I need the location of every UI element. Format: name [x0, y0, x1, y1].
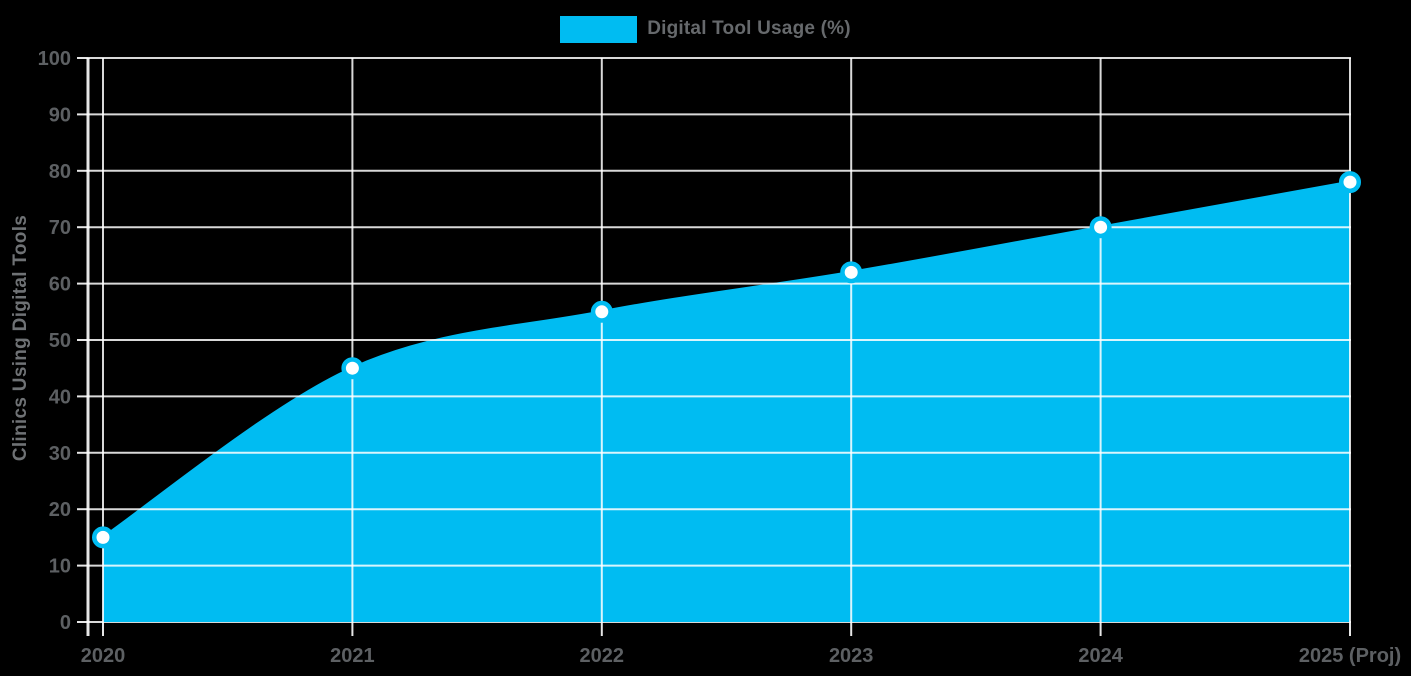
x-tick-label: 2024	[1078, 645, 1123, 667]
y-tick-label: 50	[49, 330, 71, 352]
y-tick-label: 0	[60, 612, 71, 634]
x-tick-label: 2023	[829, 645, 874, 667]
y-tick-label: 10	[49, 556, 71, 578]
x-tick-label: 2020	[81, 645, 126, 667]
y-tick-label: 90	[49, 104, 71, 126]
y-tick-label: 70	[49, 217, 71, 239]
x-tick-label: 2022	[580, 645, 625, 667]
y-tick-label: 100	[38, 48, 71, 70]
y-tick-label: 80	[49, 161, 71, 183]
data-point-marker[interactable]	[92, 526, 114, 549]
data-point-marker[interactable]	[1089, 216, 1112, 239]
x-tick-label: 2025 (Proj)	[1299, 645, 1401, 667]
y-axis-title: Clinics Using Digital Tools	[10, 214, 31, 462]
x-tick-label: 2021	[330, 645, 375, 667]
y-tick-label: 40	[49, 386, 71, 408]
y-tick-label: 30	[49, 443, 71, 465]
y-tick-label: 20	[49, 499, 71, 521]
y-tick-label: 60	[49, 274, 71, 296]
legend-label: Digital Tool Usage (%)	[647, 18, 851, 39]
data-point-marker[interactable]	[840, 261, 863, 284]
area-fill	[103, 182, 1350, 622]
data-point-marker[interactable]	[1339, 171, 1361, 194]
data-point-marker[interactable]	[341, 357, 364, 380]
data-point-marker[interactable]	[590, 300, 613, 323]
legend[interactable]: Digital Tool Usage (%)	[0, 15, 1411, 43]
legend-swatch	[560, 15, 638, 43]
